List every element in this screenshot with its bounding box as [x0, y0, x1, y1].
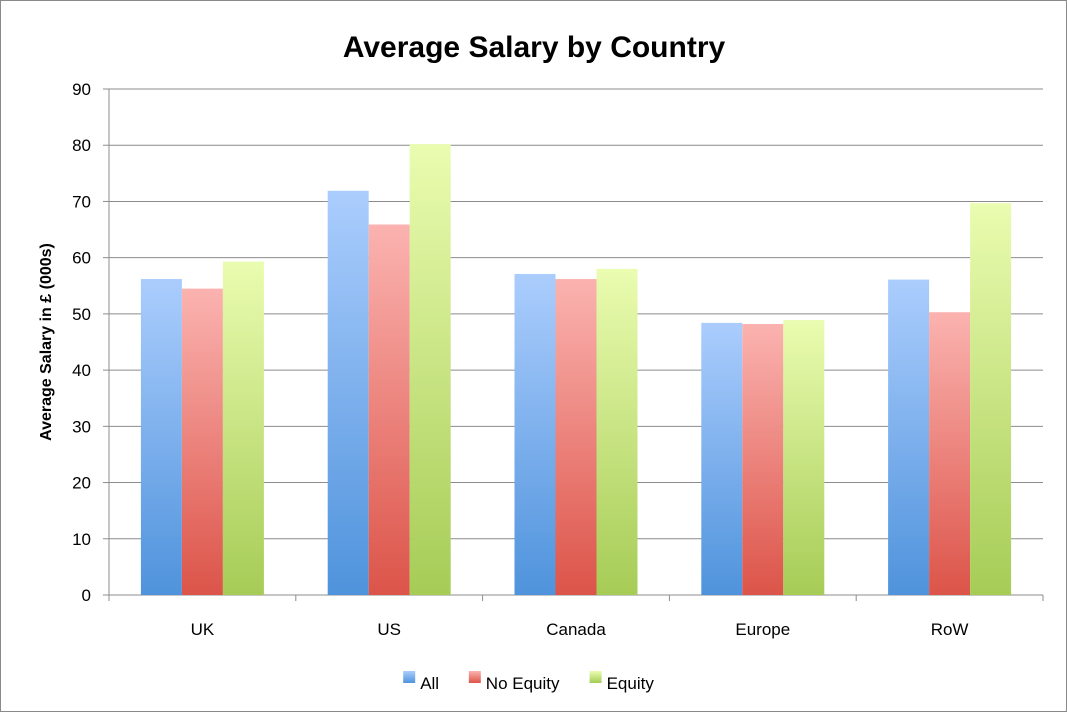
bar-equity-europe [783, 320, 825, 595]
y-tick-label: 50 [72, 305, 91, 324]
chart-title: Average Salary by Country [343, 31, 726, 64]
legend-swatch [589, 671, 602, 683]
y-axis-title: Average Salary in £ (000s) [38, 243, 55, 441]
x-tick-label: UK [191, 620, 215, 639]
x-tick-label: RoW [931, 620, 969, 639]
bar-all-us [327, 190, 369, 596]
x-tick-label: Europe [735, 620, 790, 639]
y-tick-label: 40 [72, 361, 91, 380]
bar-equity-row [970, 203, 1012, 595]
y-tick-label: 90 [72, 80, 91, 99]
bar-equity-us [409, 144, 451, 595]
bar-all-uk [140, 279, 182, 595]
bar-all-canada [514, 273, 556, 595]
x-tick-label: US [377, 620, 401, 639]
bar-all-europe [701, 322, 743, 595]
legend-swatch [403, 671, 416, 683]
y-tick-label: 60 [72, 249, 91, 268]
legend-label: No Equity [486, 674, 560, 693]
x-tick-label: Canada [546, 620, 606, 639]
y-tick-label: 70 [72, 192, 91, 211]
y-tick-label: 30 [72, 417, 91, 436]
y-axis: 0 10 20 30 40 50 60 70 80 90 [72, 80, 110, 605]
bar-no-equity-uk [181, 288, 223, 595]
bar-no-equity-row [929, 312, 971, 595]
bar-equity-uk [222, 261, 264, 595]
bars [140, 144, 1012, 596]
legend-label: All [420, 674, 439, 693]
x-axis: UK US Canada Europe RoW [108, 594, 1044, 639]
legend: All No Equity Equity [403, 671, 654, 693]
bar-no-equity-canada [555, 279, 597, 595]
y-tick-label: 80 [72, 136, 91, 155]
bar-all-row [888, 279, 930, 595]
y-tick-label: 20 [72, 474, 91, 493]
y-tick-label: 0 [82, 586, 91, 605]
bar-equity-canada [596, 268, 638, 595]
legend-label: Equity [607, 674, 655, 693]
bar-no-equity-europe [742, 324, 784, 595]
bar-no-equity-us [368, 224, 410, 596]
legend-swatch [468, 671, 481, 683]
y-tick-label: 10 [72, 530, 91, 549]
